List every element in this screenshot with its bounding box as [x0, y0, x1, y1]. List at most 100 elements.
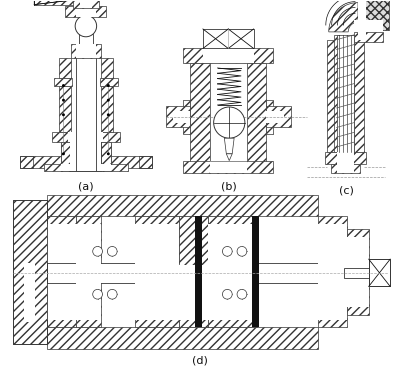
Text: (b): (b) [221, 181, 237, 191]
Circle shape [62, 99, 65, 102]
Text: (d): (d) [192, 356, 208, 366]
Bar [208, 216, 256, 327]
Bar [80, 0, 92, 7]
Bar [252, 216, 258, 327]
Bar [54, 78, 72, 86]
Bar [138, 156, 152, 168]
Bar [70, 137, 102, 171]
Bar [266, 111, 284, 123]
Bar [184, 100, 190, 134]
Circle shape [62, 84, 65, 87]
Circle shape [237, 247, 247, 256]
Circle shape [107, 247, 117, 256]
Bar [47, 195, 318, 216]
Bar [318, 224, 347, 320]
Bar [354, 20, 383, 32]
Bar [76, 44, 96, 171]
Bar [266, 100, 273, 134]
Bar [208, 224, 256, 320]
Bar [210, 63, 247, 161]
Bar [334, 35, 340, 152]
Polygon shape [329, 3, 358, 32]
Circle shape [62, 113, 65, 116]
Polygon shape [224, 138, 234, 154]
Bar [76, 6, 96, 17]
Bar [203, 48, 254, 63]
Bar [358, 0, 366, 40]
Bar [318, 216, 347, 327]
Bar [354, 40, 364, 152]
Bar [58, 58, 71, 78]
Bar [190, 63, 210, 168]
Bar [79, 34, 93, 44]
Bar [178, 265, 208, 320]
Bar [73, 0, 98, 7]
Bar [336, 164, 354, 173]
Bar [325, 152, 366, 164]
Bar [60, 142, 70, 164]
Circle shape [93, 247, 102, 256]
Bar [70, 142, 102, 171]
Bar [60, 142, 111, 171]
Bar [184, 161, 273, 173]
Bar [34, 0, 75, 5]
Circle shape [107, 99, 110, 102]
Bar [68, 132, 104, 142]
Bar [351, 35, 354, 152]
Bar [266, 106, 291, 127]
Bar [327, 40, 336, 152]
Bar [47, 224, 76, 320]
Bar [178, 216, 208, 327]
Bar [76, 216, 100, 327]
Bar [20, 156, 33, 168]
Text: (a): (a) [78, 181, 94, 191]
Polygon shape [226, 154, 232, 161]
Bar [336, 152, 354, 164]
Bar [166, 106, 190, 127]
Bar [24, 263, 35, 321]
Bar [173, 111, 190, 123]
Circle shape [75, 15, 97, 37]
Bar [111, 156, 152, 168]
Bar [347, 229, 369, 315]
Circle shape [93, 289, 102, 299]
Bar [354, 20, 383, 30]
Bar [358, 0, 389, 30]
Bar [60, 164, 111, 171]
Bar [58, 86, 71, 132]
Text: (c): (c) [339, 186, 354, 196]
Circle shape [214, 107, 245, 138]
Bar [52, 132, 120, 142]
Bar [347, 237, 369, 307]
Bar [247, 63, 266, 168]
Bar [102, 142, 111, 164]
Bar [13, 200, 47, 344]
Bar [203, 29, 254, 48]
Bar [100, 58, 113, 78]
Circle shape [222, 289, 232, 299]
Circle shape [107, 152, 110, 155]
Bar [20, 156, 60, 168]
Bar [135, 224, 178, 320]
Bar [47, 327, 318, 349]
Bar [47, 216, 76, 327]
Bar [66, 6, 106, 17]
Circle shape [237, 289, 247, 299]
Bar [76, 44, 96, 58]
Circle shape [107, 289, 117, 299]
Bar [184, 48, 273, 63]
Circle shape [107, 84, 110, 87]
Bar [100, 78, 118, 86]
Bar [331, 164, 360, 173]
Bar [76, 224, 100, 320]
Bar [344, 268, 381, 278]
Circle shape [62, 152, 65, 155]
Bar [44, 164, 128, 171]
Bar [71, 44, 100, 58]
Bar [336, 35, 354, 152]
Bar [195, 216, 202, 327]
Bar [369, 259, 390, 287]
Bar [210, 161, 247, 173]
Circle shape [107, 113, 110, 116]
Bar [135, 216, 178, 327]
